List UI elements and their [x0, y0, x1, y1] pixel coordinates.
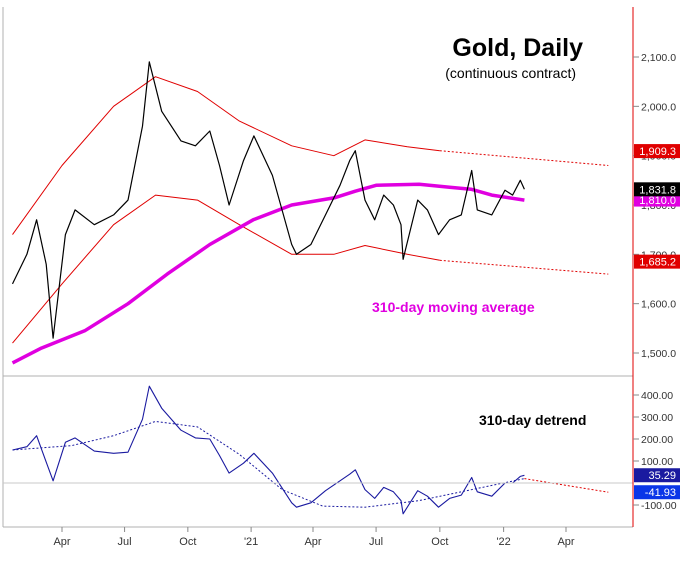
x-tick-label: '22: [496, 536, 510, 548]
detrend-title: 310-day detrend: [479, 412, 586, 428]
upper-band-projection-line: [439, 150, 609, 166]
detrend-value-label: 35.29: [648, 470, 676, 482]
detrend-line: [12, 385, 525, 515]
price-line: [11, 61, 525, 339]
y-tick-label: 2,000.0: [641, 101, 676, 113]
moving-average-value-label-box: [634, 193, 680, 207]
frame-layer: [2, 7, 634, 528]
cycle-value-label-box: [634, 485, 680, 500]
lower-band-projection-line: [439, 259, 609, 275]
x-tick-label: Oct: [431, 536, 448, 548]
text-layer: Gold, Daily (continuous contract) 310-da…: [372, 34, 586, 428]
last-price-value-label: 1,831.8: [639, 184, 676, 196]
y-tick-label: 300.00: [641, 412, 673, 424]
x-tick-label: Jul: [369, 536, 383, 548]
cycle-value-label: -41.93: [645, 487, 676, 499]
y-tick-label: 400.00: [641, 390, 673, 402]
y-tick-label: 200.00: [641, 434, 673, 446]
axis-layer: Apr Jul Oct '21 Apr Jul Oct '22 Apr 2,100.0 2,000.…: [53, 52, 680, 548]
chart-title: Gold, Daily: [452, 34, 583, 62]
chart-subtitle: (continuous contract): [445, 65, 576, 81]
upper-band-value-label: 1,909.3: [639, 146, 676, 158]
lower-band-value-label-box: [634, 254, 680, 269]
x-tick-label: Jul: [118, 536, 132, 548]
310-day-moving-average-line: [11, 182, 525, 365]
last-price-value-label-box: [634, 182, 680, 197]
x-tick-label: '21: [244, 536, 258, 548]
detrend-value-label-box: [634, 468, 680, 483]
moving-average-value-label: 1,810.0: [639, 195, 676, 207]
y-tick-label: -100.00: [641, 500, 677, 512]
moving-average-annotation: 310-day moving average: [372, 299, 535, 315]
upper-band-value-label-box: [634, 144, 680, 159]
y-tick-label: 2,100.0: [641, 52, 676, 64]
series-layer: [11, 61, 609, 515]
lower-band-value-label: 1,685.2: [639, 257, 676, 269]
y-tick-label: 1,500.0: [641, 348, 676, 360]
x-tick-label: Apr: [304, 536, 321, 548]
y-tick-label: 1,600.0: [641, 299, 676, 311]
y-tick-label: 100.00: [641, 456, 673, 468]
x-tick-label: Apr: [53, 536, 70, 548]
upper-band-line: [12, 76, 440, 235]
x-tick-label: Oct: [179, 536, 196, 548]
lower-band-line: [12, 194, 440, 344]
x-tick-label: Apr: [557, 536, 574, 548]
